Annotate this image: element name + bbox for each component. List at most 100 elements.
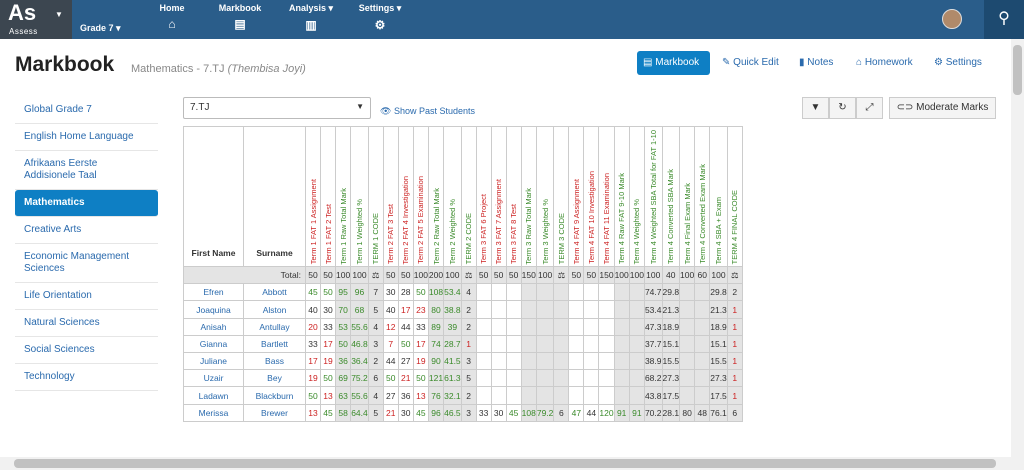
column-header[interactable]: Term 1 Weighted % xyxy=(350,125,369,268)
mark-cell[interactable]: 30 xyxy=(320,300,336,319)
mark-cell[interactable] xyxy=(490,283,507,302)
expand-button[interactable]: ⤢ xyxy=(856,97,883,119)
markbook-button[interactable]: ▤ Markbook xyxy=(637,51,710,75)
mark-cell[interactable] xyxy=(505,283,522,302)
surname-header[interactable]: Surname xyxy=(243,125,306,268)
mark-cell[interactable]: 19 xyxy=(305,369,321,388)
mark-cell[interactable]: 21 xyxy=(397,369,414,388)
class-select[interactable]: 7.TJ ▼ xyxy=(183,97,371,119)
mark-cell[interactable]: 44 xyxy=(397,317,414,336)
mark-cell[interactable] xyxy=(505,317,522,336)
nav-settings[interactable]: Settings ▾ ⚙ xyxy=(354,3,406,32)
mark-cell[interactable] xyxy=(505,334,522,354)
mark-cell[interactable] xyxy=(583,283,600,302)
sidebar-item-afrikaans[interactable]: Afrikaans Eerste Addisionele Taal xyxy=(15,151,158,190)
mark-cell[interactable] xyxy=(475,386,492,405)
mark-cell[interactable]: 17 xyxy=(305,352,321,371)
mark-cell[interactable] xyxy=(505,386,522,405)
mark-cell[interactable] xyxy=(490,369,507,388)
column-header[interactable]: Term 3 FAT 7 Assignment xyxy=(490,125,507,268)
mark-cell[interactable]: 13 xyxy=(305,403,321,422)
mark-cell[interactable] xyxy=(598,352,615,371)
mark-cell[interactable] xyxy=(505,369,522,388)
sidebar-item-mathematics[interactable]: Mathematics xyxy=(15,190,158,217)
search-button[interactable]: ⚲ xyxy=(984,0,1024,39)
mark-cell[interactable] xyxy=(598,386,615,405)
column-header[interactable]: Term 4 SBA + Exam xyxy=(709,125,728,268)
mark-cell[interactable] xyxy=(568,352,585,371)
mark-cell[interactable] xyxy=(568,369,585,388)
mark-cell[interactable] xyxy=(475,300,492,319)
mark-cell[interactable]: 50 xyxy=(412,283,429,302)
sidebar-item-life-orientation[interactable]: Life Orientation xyxy=(15,283,158,310)
mark-cell[interactable]: 45 xyxy=(412,403,429,422)
student-first-name[interactable]: Joaquina xyxy=(183,300,244,319)
mark-cell[interactable] xyxy=(568,334,585,354)
student-surname[interactable]: Alston xyxy=(243,300,306,319)
column-header[interactable]: TERM 2 CODE xyxy=(460,125,477,268)
mark-cell[interactable]: 40 xyxy=(305,300,321,319)
user-avatar[interactable] xyxy=(942,9,962,29)
column-header[interactable]: Term 4 Weighted SBA Total for FAT 1-10 xyxy=(643,125,663,268)
mark-cell[interactable]: 45 xyxy=(305,283,321,302)
mark-cell[interactable]: 50 xyxy=(320,283,336,302)
mark-cell[interactable] xyxy=(598,300,615,319)
column-header[interactable]: Term 3 Weighted % xyxy=(535,125,555,268)
mark-cell[interactable] xyxy=(583,352,600,371)
column-header[interactable]: Term 4 Raw FAT 9-10 Mark xyxy=(613,125,630,268)
mark-cell[interactable] xyxy=(475,334,492,354)
student-surname[interactable]: Brewer xyxy=(243,403,306,422)
mark-cell[interactable]: 44 xyxy=(583,403,600,422)
mark-cell[interactable]: 23 xyxy=(412,300,429,319)
mark-cell[interactable] xyxy=(490,352,507,371)
mark-cell[interactable] xyxy=(490,334,507,354)
mark-cell[interactable]: 7 xyxy=(382,334,399,354)
mark-cell[interactable]: 19 xyxy=(412,352,429,371)
student-first-name[interactable]: Gianna xyxy=(183,334,244,354)
sidebar-item-social-sciences[interactable]: Social Sciences xyxy=(15,337,158,364)
filter-button[interactable]: ▼ xyxy=(802,97,829,119)
first-name-header[interactable]: First Name xyxy=(183,125,244,268)
column-header[interactable]: Term 4 Converted SBA Mark xyxy=(661,125,681,268)
mark-cell[interactable] xyxy=(583,317,600,336)
mark-cell[interactable] xyxy=(505,352,522,371)
mark-cell[interactable] xyxy=(583,386,600,405)
moderate-marks-button[interactable]: ⊂⊃ Moderate Marks xyxy=(889,97,996,119)
mark-cell[interactable]: 17 xyxy=(397,300,414,319)
mark-cell[interactable] xyxy=(598,317,615,336)
mark-cell[interactable]: 50 xyxy=(382,369,399,388)
refresh-button[interactable]: ↻ xyxy=(829,97,856,119)
column-header[interactable]: Term 4 FAT 11 Examination xyxy=(598,125,615,268)
mark-cell[interactable] xyxy=(490,317,507,336)
vertical-scrollbar-thumb[interactable] xyxy=(1013,45,1022,95)
mark-cell[interactable] xyxy=(505,300,522,319)
column-header[interactable]: Term 2 Raw Total Mark xyxy=(427,125,445,268)
student-first-name[interactable]: Juliane xyxy=(183,352,244,371)
mark-cell[interactable]: 30 xyxy=(490,403,507,422)
student-first-name[interactable]: Anisah xyxy=(183,317,244,336)
student-first-name[interactable]: Ladawn xyxy=(183,386,244,405)
sidebar-item-economic-management-sciences[interactable]: Economic Management Sciences xyxy=(15,244,158,283)
mark-cell[interactable]: 21 xyxy=(382,403,399,422)
quick-edit-button[interactable]: ✎ Quick Edit xyxy=(716,51,785,75)
mark-cell[interactable] xyxy=(475,283,492,302)
column-header[interactable]: Term 2 FAT 4 Investigation xyxy=(397,125,414,268)
column-header[interactable]: TERM 4 FINAL CODE xyxy=(726,125,743,268)
mark-cell[interactable]: 12 xyxy=(382,317,399,336)
student-surname[interactable]: Antullay xyxy=(243,317,306,336)
student-surname[interactable]: Bartlett xyxy=(243,334,306,354)
mark-cell[interactable] xyxy=(475,352,492,371)
mark-cell[interactable]: 28 xyxy=(397,283,414,302)
mark-cell[interactable]: 45 xyxy=(320,403,336,422)
mark-cell[interactable] xyxy=(475,317,492,336)
mark-cell[interactable]: 17 xyxy=(412,334,429,354)
column-header[interactable]: TERM 1 CODE xyxy=(367,125,384,268)
mark-cell[interactable] xyxy=(598,334,615,354)
homework-button[interactable]: ⌂ Homework xyxy=(850,51,919,75)
mark-cell[interactable] xyxy=(568,317,585,336)
mark-cell[interactable]: 27 xyxy=(382,386,399,405)
sidebar-item-english-home-language[interactable]: English Home Language xyxy=(15,124,158,151)
student-surname[interactable]: Bey xyxy=(243,369,306,388)
mark-cell[interactable]: 17 xyxy=(320,334,336,354)
column-header[interactable]: Term 3 FAT 6 Project xyxy=(475,125,492,268)
